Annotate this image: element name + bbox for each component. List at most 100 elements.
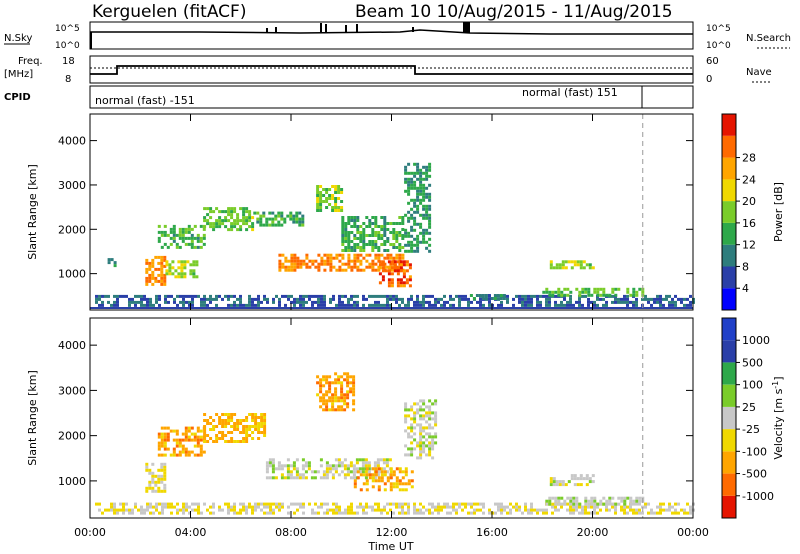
data-cell [233, 222, 237, 226]
data-cell [390, 284, 394, 288]
data-cell [347, 253, 351, 257]
data-cell [335, 511, 338, 515]
data-cell [181, 239, 185, 243]
data-cell [190, 432, 194, 436]
data-cell [399, 263, 403, 267]
data-cell [218, 210, 222, 214]
data-cell [145, 279, 149, 283]
data-cell [376, 458, 380, 462]
data-cell [182, 294, 185, 298]
data-cell [257, 505, 260, 509]
data-cell [236, 419, 240, 422]
data-cell [242, 425, 246, 428]
data-cell [230, 437, 234, 440]
data-cell [512, 303, 515, 307]
data-cell [314, 294, 317, 298]
data-cell [209, 422, 213, 425]
nsearch-label: N.Search [746, 33, 791, 44]
data-cell [268, 217, 272, 221]
data-cell [212, 511, 215, 515]
data-cell [163, 465, 167, 469]
data-cell [218, 437, 222, 440]
data-cell [293, 502, 296, 506]
data-cell [289, 217, 293, 221]
data-cell [298, 220, 302, 224]
data-cell [575, 508, 578, 512]
data-cell [163, 489, 167, 493]
data-cell [286, 476, 290, 480]
data-cell [387, 260, 391, 264]
data-cell [346, 384, 350, 388]
data-cell [284, 303, 287, 307]
data-cell [155, 297, 158, 301]
data-cell [187, 450, 191, 454]
data-cell [206, 422, 210, 425]
data-cell [328, 464, 332, 468]
data-cell [566, 502, 569, 506]
data-cell [338, 303, 341, 307]
data-cell [593, 511, 596, 515]
data-cell [200, 297, 203, 301]
data-cell [289, 214, 293, 218]
data-cell [263, 502, 266, 506]
data-cell [160, 233, 164, 237]
data-cell [419, 300, 422, 304]
data-cell [569, 502, 572, 506]
data-cell [399, 281, 403, 285]
data-cell [653, 297, 656, 301]
data-cell [332, 508, 335, 512]
data-cell [404, 482, 408, 486]
data-cell [175, 233, 179, 237]
data-cell [163, 279, 167, 283]
data-cell [277, 467, 281, 471]
data-cell [298, 223, 302, 227]
data-cell [227, 502, 230, 506]
data-cell [227, 413, 231, 416]
data-cell [203, 219, 207, 223]
data-cell [416, 508, 419, 512]
data-cell [344, 294, 347, 298]
data-cell [506, 511, 509, 515]
data-cell [299, 300, 302, 304]
data-cell [145, 489, 149, 493]
data-cell [151, 486, 155, 490]
data-cell [289, 464, 293, 468]
data-cell [374, 256, 378, 260]
colorbar-frame [721, 317, 737, 519]
data-cell [584, 502, 588, 506]
data-cell [428, 165, 432, 169]
data-cell [325, 399, 329, 403]
data-cell [178, 444, 182, 448]
data-cell [199, 444, 203, 448]
data-cell [325, 378, 329, 382]
data-cell [585, 474, 589, 478]
data-cell [344, 222, 348, 225]
data-cell [319, 197, 323, 200]
data-cell [178, 245, 182, 249]
data-cell [251, 228, 255, 232]
data-cell [157, 224, 161, 228]
data-cell [386, 249, 390, 252]
data-cell [227, 511, 230, 515]
data-cell [635, 290, 639, 294]
data-cell [359, 262, 363, 266]
data-cell [346, 381, 350, 385]
data-cell [340, 399, 344, 403]
data-cell [131, 511, 134, 515]
data-cell [335, 256, 339, 260]
data-cell [410, 246, 414, 250]
data-cell [203, 207, 207, 211]
data-cell [428, 162, 432, 166]
data-cell [236, 428, 240, 431]
data-cell [395, 240, 399, 243]
data-cell [325, 464, 329, 468]
data-cell [206, 297, 209, 301]
data-cell [383, 225, 387, 228]
data-cell [674, 303, 677, 307]
colorbar-frame [721, 113, 737, 311]
data-cell [248, 502, 251, 506]
data-cell [379, 467, 383, 471]
data-cell [242, 303, 245, 307]
data-cell [181, 233, 185, 237]
colorbar-segment [722, 473, 736, 496]
